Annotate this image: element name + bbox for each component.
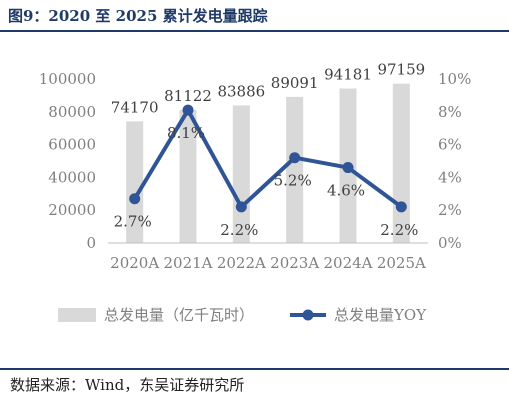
y-left-tick-label: 20000: [48, 201, 96, 219]
bar-value-label: 89091: [271, 74, 319, 92]
y-right-tick-label: 2%: [438, 201, 462, 219]
legend-line-label: 总发电量YOY: [334, 306, 427, 324]
y-left-tick-label: 60000: [48, 136, 96, 154]
yoy-point: [395, 201, 407, 213]
y-left-tick-label: 100000: [39, 70, 96, 88]
bar-series: [126, 83, 410, 244]
yoy-value-label: 2.2%: [380, 221, 418, 239]
bar-value-label: 97159: [377, 61, 425, 79]
yoy-value-label: 4.6%: [327, 182, 365, 200]
x-tick-label: 2022A: [217, 254, 266, 272]
legend-bar-swatch: [58, 308, 96, 322]
y-right-tick-label: 4%: [438, 168, 462, 186]
x-axis: 2020A 2021A 2022A 2023A 2024A 2025A: [110, 254, 426, 272]
y-left-tick-label: 0: [86, 234, 96, 252]
source-note: 数据来源：Wind，东吴证券研究所: [10, 376, 245, 394]
legend: 总发电量（亿千瓦时） 总发电量YOY: [58, 306, 427, 324]
yoy-line: [132, 108, 404, 209]
x-tick-label: 2020A: [110, 254, 159, 272]
legend-line-marker: [302, 309, 314, 321]
x-tick-label: 2023A: [270, 254, 319, 272]
y-left-tick-label: 80000: [48, 103, 96, 121]
x-tick-label: 2024A: [323, 254, 372, 272]
bar-value-label: 83886: [217, 82, 265, 100]
yoy-point: [235, 201, 247, 213]
y-right-tick-label: 0%: [438, 234, 462, 252]
bar-value-label: 74170: [111, 98, 159, 116]
chart: 0 20000 40000 60000 80000 100000 0% 2% 4% 6% 8% 10…: [39, 61, 472, 324]
yoy-point: [342, 162, 354, 174]
y-right-tick-label: 8%: [438, 103, 462, 121]
x-tick-label: 2021A: [163, 254, 212, 272]
x-tick-label: 2025A: [377, 254, 426, 272]
bar-value-label: 81122: [164, 87, 212, 105]
line-value-labels: 2.7% 8.1% 2.2% 5.2% 4.6% 2.2%: [114, 124, 419, 239]
yoy-point: [129, 193, 141, 205]
title-rule: [0, 30, 509, 32]
yoy-value-label: 5.2%: [274, 172, 312, 190]
source-rule: [0, 368, 509, 370]
bar-value-labels: 74170 81122 83886 89091 94181 97159: [111, 61, 425, 117]
y-left-tick-label: 40000: [48, 168, 96, 186]
yoy-value-label: 2.7%: [114, 213, 152, 231]
yoy-value-label: 8.1%: [167, 124, 205, 142]
legend-bar-label: 总发电量（亿千瓦时）: [104, 306, 254, 324]
bar: [179, 109, 197, 243]
bar-value-label: 94181: [324, 66, 372, 84]
yoy-point: [182, 104, 194, 116]
y-left-axis: 0 20000 40000 60000 80000 100000: [39, 70, 96, 252]
y-right-tick-label: 10%: [438, 70, 471, 88]
line-series: [129, 104, 407, 213]
figure-title: 图9：2020 至 2025 累计发电量跟踪: [8, 7, 268, 25]
bar: [126, 121, 144, 243]
bar: [392, 83, 410, 243]
yoy-point: [289, 152, 301, 164]
bar: [286, 96, 304, 243]
y-right-axis: 0% 2% 4% 6% 8% 10%: [438, 70, 471, 252]
y-right-tick-label: 6%: [438, 136, 462, 154]
yoy-value-label: 2.2%: [220, 221, 258, 239]
